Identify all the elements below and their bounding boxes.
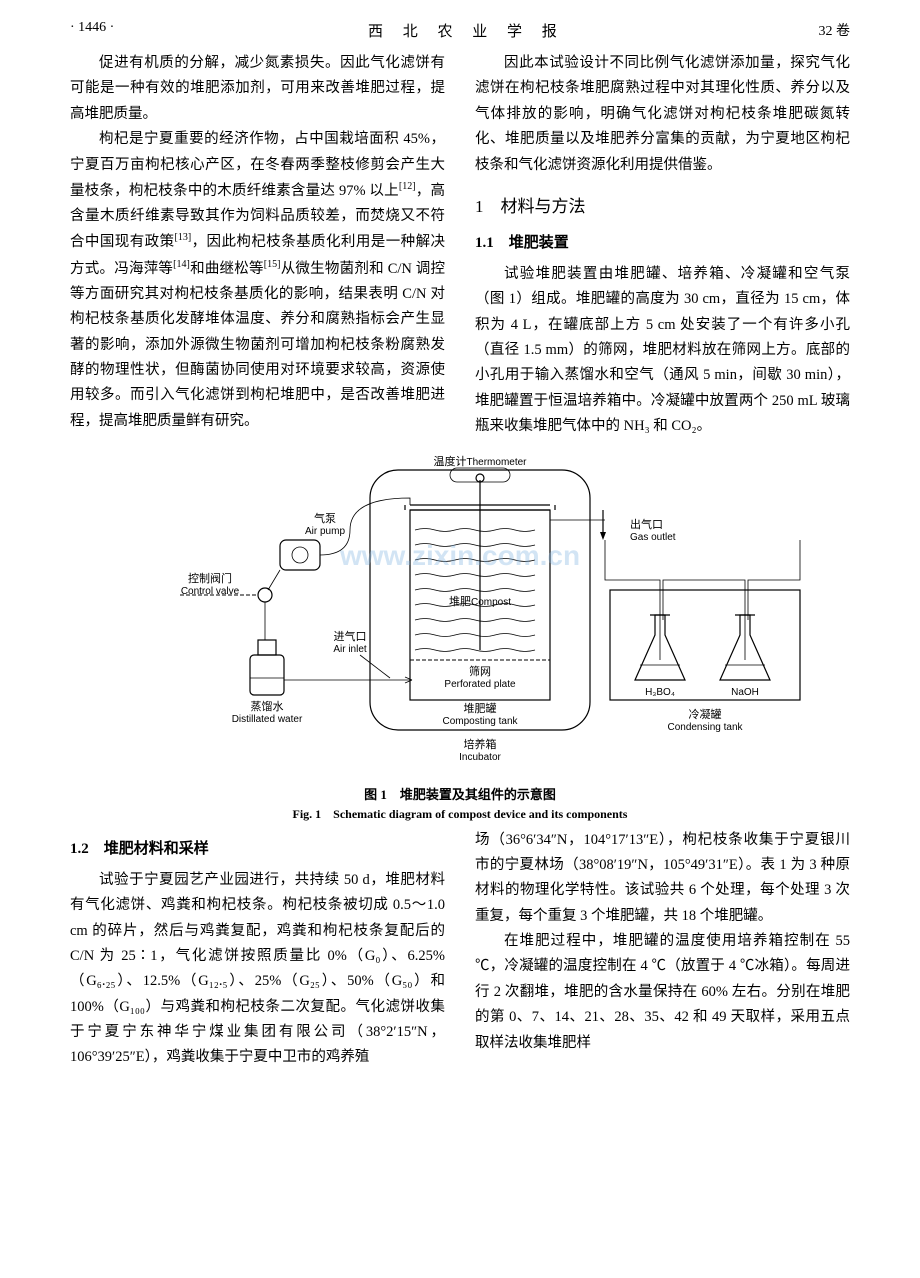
figure-caption-en: Fig. 1 Schematic diagram of compost devi… [70,805,850,822]
svg-text:NaOH: NaOH [731,687,759,698]
svg-text:温度计Thermometer: 温度计Thermometer [433,454,527,468]
bottom-left-column: 1.2 堆肥材料和采样 试验于宁夏园艺产业园进行，共持续 50 d，堆肥材料有气… [70,828,445,1071]
left-p2: 枸杞是宁夏重要的经济作物，占中国栽培面积 45%，宁夏百万亩枸杞核心产区，在冬春… [70,127,445,434]
svg-text:进气口: 进气口 [334,629,367,643]
svg-text:Composting tank: Composting tank [442,716,518,727]
upper-columns: 促进有机质的分解，减少氮素损失。因此气化滤饼有可能是一种有效的堆肥添加剂，可用来… [70,51,850,440]
svg-text:Control valve: Control valve [181,586,240,597]
svg-text:Air inlet: Air inlet [333,644,367,655]
right-p2: 试验堆肥装置由堆肥罐、培养箱、冷凝罐和空气泵（图 1）组成。堆肥罐的高度为 30… [475,262,850,440]
bottom-right-p1: 场（36°6′34″N，104°17′13″E），枸杞枝条收集于宁夏银川市的宁夏… [475,828,850,930]
figure-caption-cn: 图 1 堆肥装置及其组件的示意图 [70,784,850,803]
svg-text:气泵: 气泵 [314,511,336,525]
bottom-right-column: 场（36°6′34″N，104°17′13″E），枸杞枝条收集于宁夏银川市的宁夏… [475,828,850,1071]
svg-text:Gas outlet: Gas outlet [630,532,676,543]
right-column: 因此本试验设计不同比例气化滤饼添加量，探究气化滤饼在枸杞枝条堆肥腐熟过程中对其理… [475,51,850,440]
svg-text:培养箱: 培养箱 [464,737,497,751]
right-p1: 因此本试验设计不同比例气化滤饼添加量，探究气化滤饼在枸杞枝条堆肥腐熟过程中对其理… [475,51,850,178]
svg-text:Condensing tank: Condensing tank [667,722,743,733]
bottom-right-p2: 在堆肥过程中，堆肥罐的温度使用培养箱控制在 55 ℃，冷凝罐的温度控制在 4 ℃… [475,929,850,1056]
distilled-water-bottle [250,640,284,695]
svg-text:出气口: 出气口 [630,517,663,531]
svg-text:Air pump: Air pump [305,526,345,537]
subsection-1-1: 1.1 堆肥装置 [475,230,850,256]
left-column: 促进有机质的分解，减少氮素损失。因此气化滤饼有可能是一种有效的堆肥添加剂，可用来… [70,51,445,440]
page-number: · 1446 · [70,20,114,41]
svg-text:筛网: 筛网 [469,664,491,678]
volume-label: 32 卷 [819,20,851,41]
svg-text:蒸馏水: 蒸馏水 [251,699,284,713]
page-header: · 1446 · 西 北 农 业 学 报 32 卷 [0,0,920,51]
subsection-1-2: 1.2 堆肥材料和采样 [70,836,445,862]
bottom-left-p1: 试验于宁夏园艺产业园进行，共持续 50 d，堆肥材料有气化滤饼、鸡粪和枸杞枝条。… [70,868,445,1071]
section-1-heading: 1 材料与方法 [475,192,850,222]
left-p1: 促进有机质的分解，减少氮素损失。因此气化滤饼有可能是一种有效的堆肥添加剂，可用来… [70,51,445,127]
svg-text:控制阀门: 控制阀门 [188,571,232,585]
condensing-tank [610,590,800,700]
air-pump [280,540,320,570]
watermark: www.zixin.com.cn [339,540,580,571]
svg-text:Incubator: Incubator [459,752,501,763]
svg-text:H₃BO₄: H₃BO₄ [645,687,675,698]
page-content: 促进有机质的分解，减少氮素损失。因此气化滤饼有可能是一种有效的堆肥添加剂，可用来… [0,51,920,1071]
svg-text:堆肥罐: 堆肥罐 [464,702,497,715]
svg-text:堆肥Compost: 堆肥Compost [449,595,511,608]
control-valve [258,588,272,602]
svg-text:冷凝罐: 冷凝罐 [689,707,722,721]
compost-diagram: 温度计Thermometer 气泵 Air pump 控制阀门 Control … [100,450,820,780]
figure-1: 温度计Thermometer 气泵 Air pump 控制阀门 Control … [70,450,850,822]
journal-name: 西 北 农 业 学 报 [368,20,565,41]
svg-text:Perforated plate: Perforated plate [444,679,516,690]
lower-columns: 1.2 堆肥材料和采样 试验于宁夏园艺产业园进行，共持续 50 d，堆肥材料有气… [70,828,850,1071]
svg-text:Distillated water: Distillated water [232,714,303,725]
